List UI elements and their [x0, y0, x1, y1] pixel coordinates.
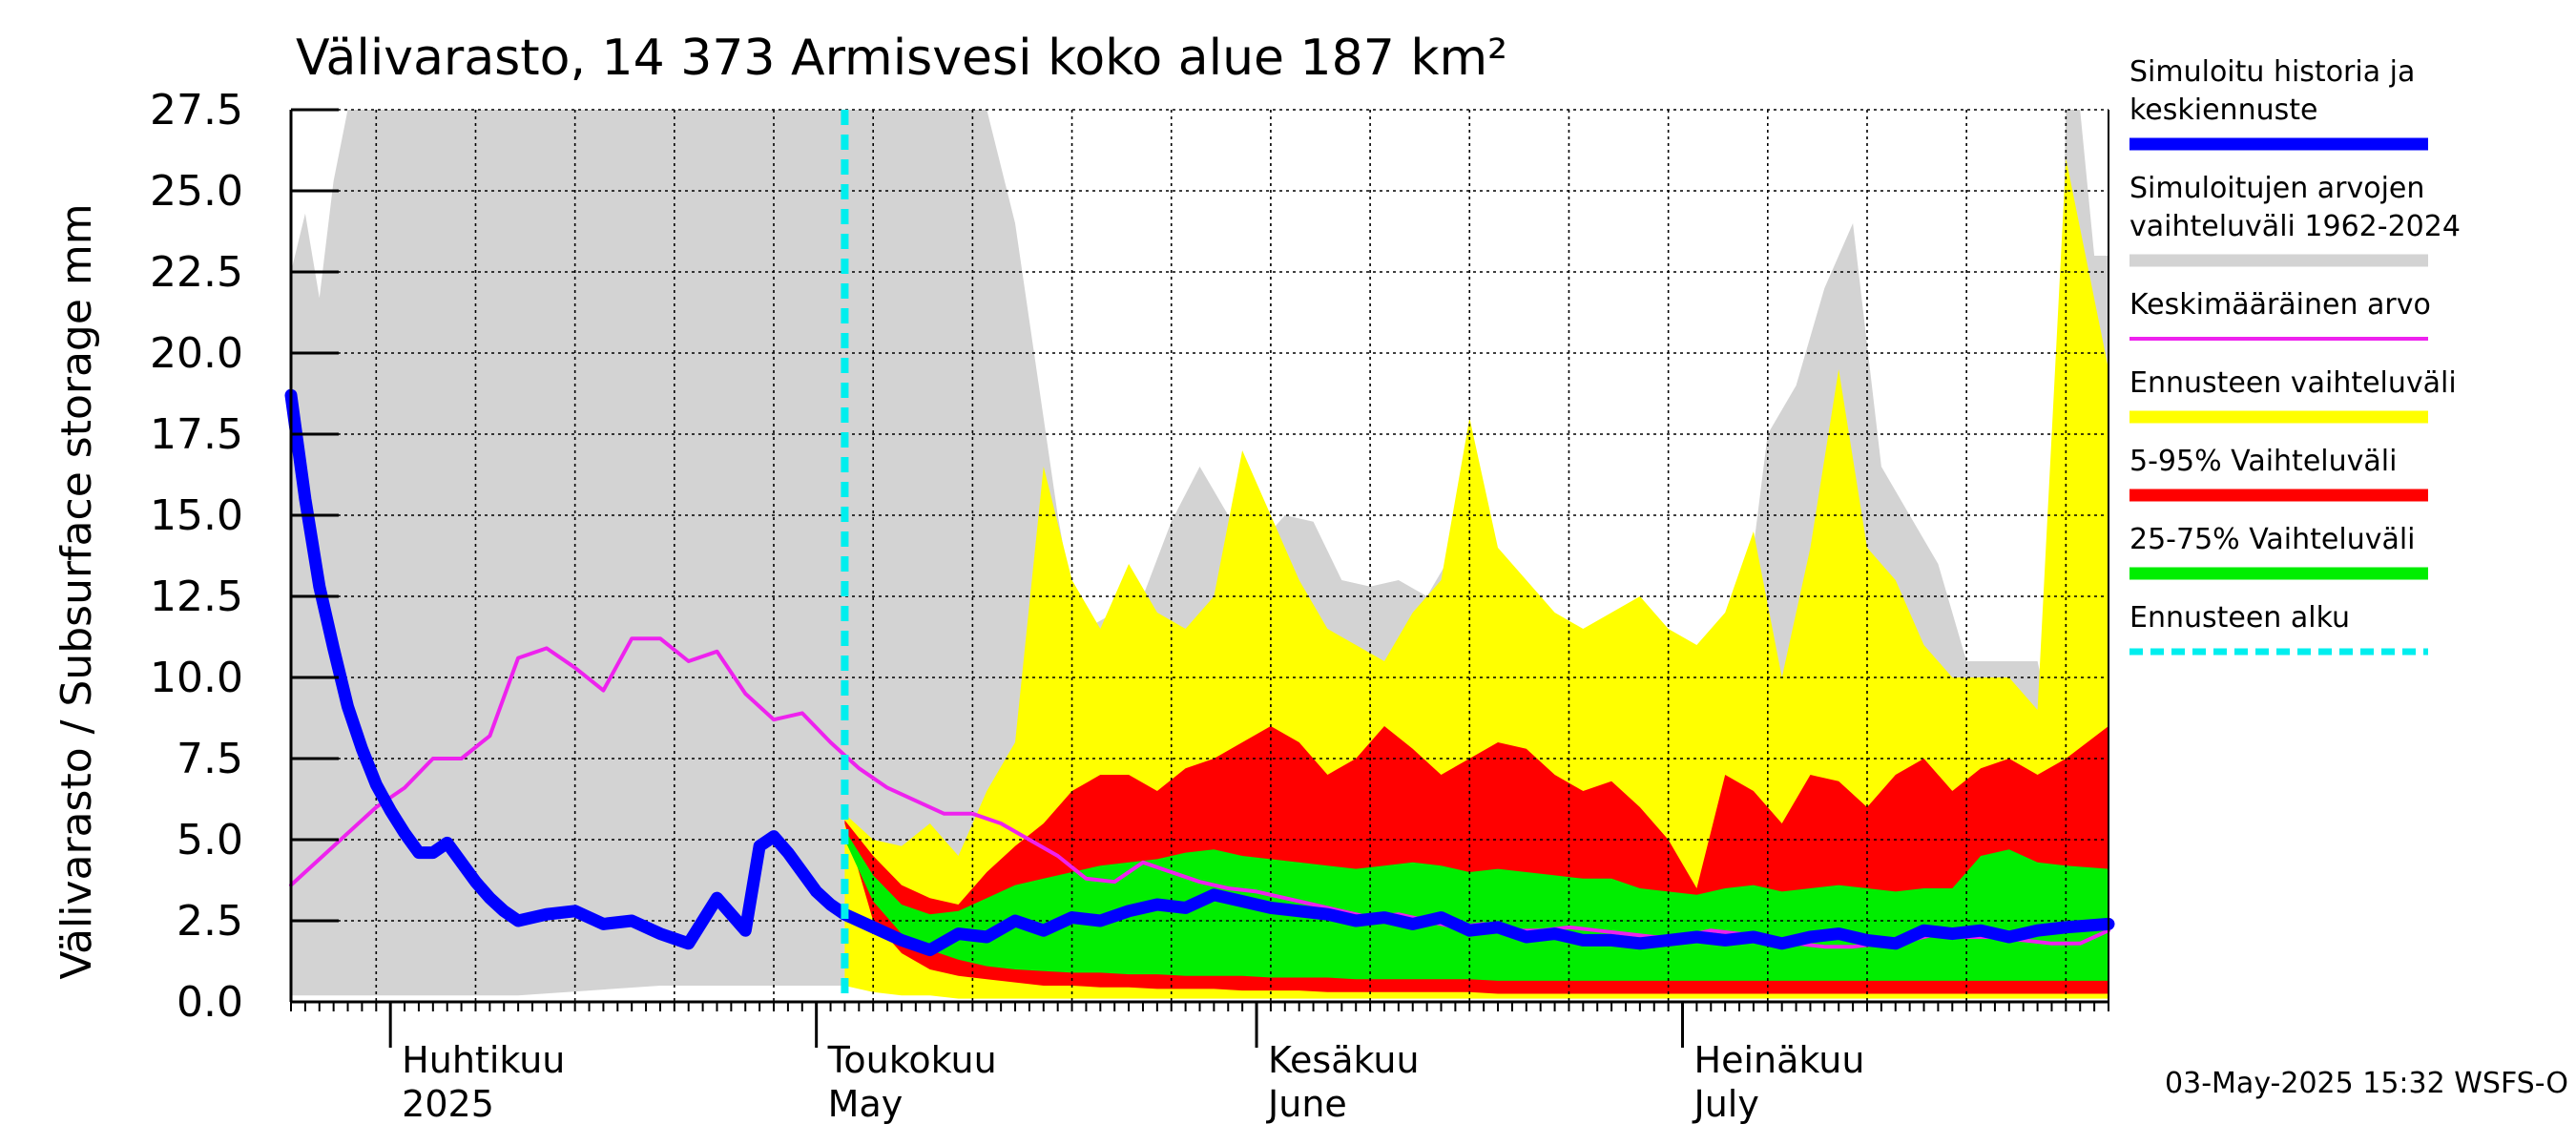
y-tick-label: 5.0	[177, 816, 243, 864]
month-label-fi: Heinäkuu	[1694, 1039, 1865, 1081]
y-tick-label: 10.0	[150, 654, 243, 702]
y-tick-label: 27.5	[150, 86, 243, 135]
legend-label: keskiennuste	[2129, 94, 2317, 127]
legend-label: Simuloitujen arvojen	[2129, 172, 2424, 205]
legend-label: vaihteluväli 1962-2024	[2129, 210, 2461, 243]
month-label-fi: Toukokuu	[827, 1039, 997, 1081]
legend-label: Simuloitu historia ja	[2129, 55, 2415, 89]
y-tick-label: 17.5	[150, 410, 243, 459]
month-label-en: July	[1693, 1083, 1759, 1125]
plot-areas	[291, 110, 2109, 999]
chart-title: Välivarasto, 14 373 Armisvesi koko alue …	[296, 30, 1507, 87]
legend-label: Ennusteen vaihteluväli	[2129, 366, 2457, 400]
y-tick-label: 25.0	[150, 167, 243, 216]
simulated-line	[284, 388, 2115, 957]
legend: Simuloitu historia ja keskiennuste Simuloi…	[2129, 55, 2461, 656]
y-axis-label: Välivarasto / Subsurface storage mm	[52, 203, 101, 979]
y-tick-label: 15.0	[150, 491, 243, 540]
y-tick-label: 2.5	[177, 897, 243, 946]
legend-label: 25-75% Vaihteluväli	[2129, 523, 2416, 556]
legend-label: 5-95% Vaihteluväli	[2129, 445, 2397, 478]
series-lines	[284, 110, 2115, 1002]
y-tick-label: 20.0	[150, 329, 243, 378]
month-label-fi: Huhtikuu	[402, 1039, 565, 1081]
y-tick-label: 12.5	[150, 572, 243, 621]
y-tick-label: 7.5	[177, 735, 243, 783]
y-tick-label: 22.5	[150, 248, 243, 297]
month-label-en: May	[828, 1083, 904, 1125]
month-label-en: June	[1266, 1083, 1347, 1125]
axes: 0.0 2.5 5.0 7.5 10.0 12.5 15.0 17.5 20.0 22.5 25.0…	[150, 86, 2109, 1125]
legend-label: Ennusteen alku	[2129, 601, 2350, 635]
footer-timestamp: 03-May-2025 15:32 WSFS-O	[2165, 1067, 2568, 1100]
month-label-en: 2025	[402, 1083, 494, 1125]
mean-line	[289, 636, 2110, 949]
y-tick-label: 0.0	[177, 978, 243, 1027]
month-label-fi: Kesäkuu	[1268, 1039, 1420, 1081]
legend-label: Keskimääräinen arvo	[2129, 288, 2431, 322]
